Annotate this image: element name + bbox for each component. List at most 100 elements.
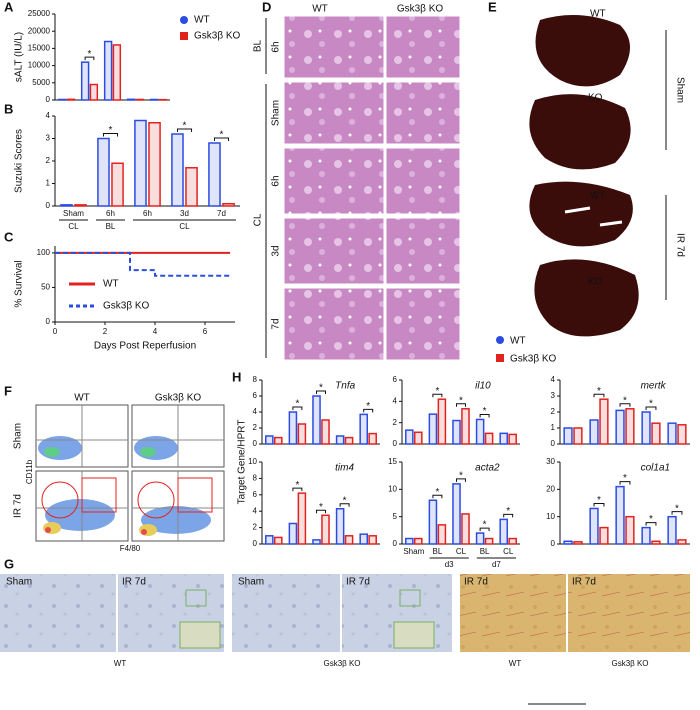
bar bbox=[149, 98, 159, 101]
x-tick-label: 3d bbox=[180, 209, 189, 218]
image-label: Sham bbox=[6, 577, 32, 588]
bar bbox=[405, 537, 414, 545]
significance-bracket bbox=[619, 403, 631, 407]
significance-bracket bbox=[102, 133, 119, 137]
significance-bracket bbox=[292, 406, 303, 410]
significance-bracket bbox=[456, 478, 466, 482]
legend-swatch bbox=[180, 32, 188, 40]
liver-photo bbox=[535, 15, 630, 87]
legend-label: WT bbox=[510, 336, 526, 347]
bar bbox=[321, 419, 330, 445]
bar bbox=[97, 137, 110, 207]
significance-label: * bbox=[623, 395, 627, 406]
x-tick-label: BL bbox=[480, 547, 490, 556]
bar bbox=[273, 436, 283, 445]
y-tick-label: 15000 bbox=[28, 44, 51, 53]
bar bbox=[103, 40, 113, 101]
x-tick-label: 6 bbox=[203, 327, 208, 336]
y-tick-label: 0 bbox=[46, 201, 51, 210]
significance-bracket bbox=[645, 406, 657, 410]
bar bbox=[208, 142, 221, 207]
group-label: BL bbox=[253, 39, 264, 52]
y-tick-label: 2 bbox=[253, 423, 258, 432]
bar bbox=[589, 419, 599, 445]
x-axis-label: Days Post Reperfusion bbox=[94, 341, 196, 352]
liver-photo bbox=[534, 259, 639, 337]
bar bbox=[126, 98, 136, 101]
chart-title: il10 bbox=[475, 381, 491, 392]
significance-label: * bbox=[319, 502, 323, 513]
micrograph bbox=[283, 287, 385, 361]
bar bbox=[413, 537, 423, 545]
significance-label: * bbox=[649, 399, 653, 410]
micrograph bbox=[0, 574, 116, 652]
x-tick-label: 6h bbox=[143, 209, 152, 218]
bar bbox=[321, 514, 330, 545]
significance-bracket bbox=[593, 393, 605, 398]
micrograph bbox=[232, 574, 340, 652]
significance-bracket bbox=[503, 513, 514, 518]
legend-label: Gsk3β KO bbox=[194, 31, 241, 42]
significance-label: * bbox=[109, 125, 113, 136]
significance-label: * bbox=[483, 520, 487, 531]
bar bbox=[615, 485, 625, 545]
bar bbox=[475, 418, 485, 445]
panel-g: Sham IR 7d Sham IR 7d IR 7d IR 7d WT Gsk… bbox=[0, 574, 690, 705]
significance-label: * bbox=[459, 471, 463, 482]
legend-label: WT bbox=[194, 15, 210, 26]
group-label: BL bbox=[106, 222, 116, 231]
axis-label: CD11b bbox=[25, 459, 34, 484]
bar bbox=[297, 492, 307, 545]
significance-bracket bbox=[593, 502, 605, 507]
micrograph bbox=[385, 81, 461, 145]
row-label: Sham bbox=[13, 423, 24, 449]
panel-letters: A B C D E F G H bbox=[4, 0, 497, 571]
significance-bracket bbox=[432, 393, 443, 398]
row-label: Sham bbox=[271, 100, 282, 126]
liver-label: KO bbox=[588, 277, 603, 288]
legend-label: Gsk3β KO bbox=[510, 354, 557, 365]
panel-f: WT Gsk3β KO Sham IR 7d CD11b F4/80 bbox=[13, 393, 225, 553]
x-tick-label: Sham bbox=[403, 547, 424, 556]
y-tick-label: 4 bbox=[46, 111, 51, 120]
bar bbox=[134, 119, 147, 207]
bar bbox=[344, 436, 354, 445]
liver-photo bbox=[529, 181, 633, 247]
bar bbox=[60, 204, 73, 207]
y-tick-label: 6 bbox=[253, 391, 258, 400]
y-tick-label: 25000 bbox=[28, 9, 51, 18]
row-label: 3d bbox=[271, 245, 282, 256]
chart-title: acta2 bbox=[475, 463, 500, 474]
x-tick-label: Sham bbox=[63, 209, 84, 218]
bar bbox=[484, 537, 494, 545]
column-label: Gsk3β KO bbox=[155, 393, 202, 404]
significance-bracket bbox=[316, 390, 326, 394]
bar bbox=[273, 536, 283, 545]
bar bbox=[499, 432, 509, 445]
significance-label: * bbox=[597, 495, 601, 506]
bar bbox=[111, 162, 124, 207]
bar bbox=[461, 408, 470, 445]
significance-label: * bbox=[366, 401, 370, 412]
significance-label: * bbox=[295, 399, 299, 410]
bar bbox=[452, 419, 461, 445]
bar bbox=[344, 535, 354, 545]
y-tick-label: 5 bbox=[393, 512, 398, 521]
liver-label: WT bbox=[590, 191, 606, 202]
significance-label: * bbox=[435, 487, 439, 498]
micrograph bbox=[568, 574, 690, 652]
bar bbox=[677, 539, 687, 545]
legend-swatch bbox=[496, 354, 504, 362]
bar bbox=[57, 98, 67, 101]
image-label: IR 7d bbox=[572, 577, 596, 588]
row-label: 6h bbox=[271, 41, 282, 52]
significance-label: * bbox=[506, 506, 510, 517]
bar bbox=[297, 423, 307, 445]
significance-label: * bbox=[295, 480, 299, 491]
bar bbox=[461, 513, 470, 545]
y-tick-label: 10 bbox=[248, 457, 257, 466]
y-tick-label: 0 bbox=[253, 439, 258, 448]
row-label: 7d bbox=[271, 318, 282, 329]
y-tick-label: 2 bbox=[253, 523, 258, 532]
group-label: CL bbox=[253, 213, 264, 226]
